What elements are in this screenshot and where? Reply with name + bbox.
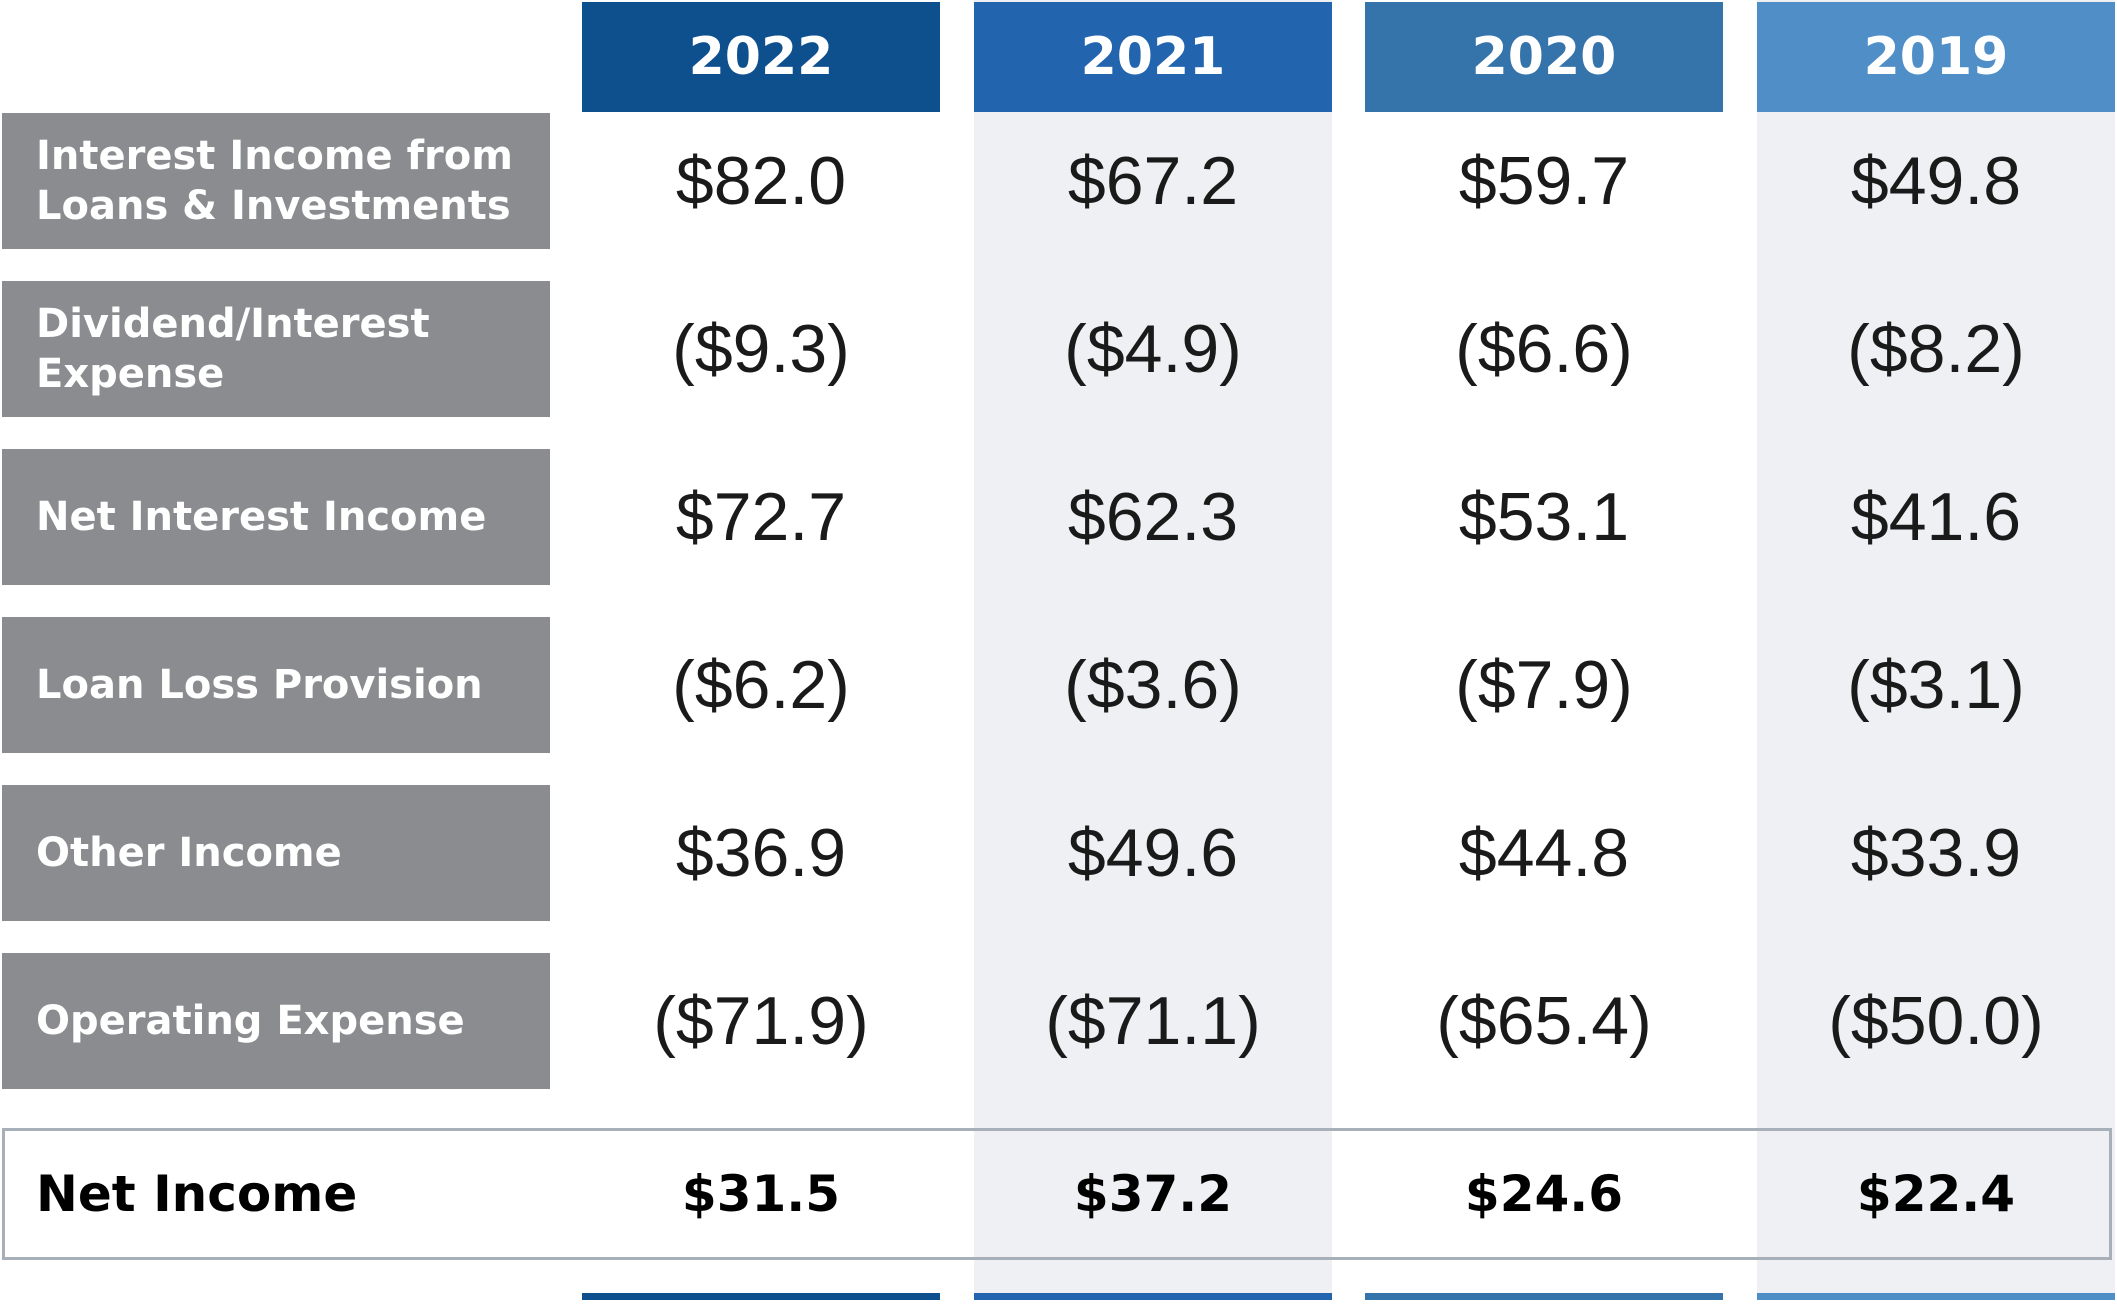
value-cell: $82.0 [675,143,847,219]
value-cell: $49.8 [1850,143,2022,219]
value-cell: $36.9 [675,815,847,891]
net-income-value: $22.4 [1856,1165,2016,1223]
value-cell: $67.2 [1067,143,1239,219]
value-cell: $53.1 [1458,479,1630,555]
value-cell: $49.6 [1067,815,1239,891]
value-cell: ($71.1) [1045,983,1261,1059]
value-cell: $62.3 [1067,479,1239,555]
value-cell: ($71.9) [653,983,869,1059]
value-cell: ($3.1) [1847,647,2025,723]
year-header-2019: 2019 [1757,2,2115,112]
net-income-value: $37.2 [1073,1165,1233,1223]
value-cell: ($65.4) [1436,983,1652,1059]
column-background-2019 [1757,0,2115,1300]
value-cell: ($9.3) [672,311,850,387]
year-header-2022: 2022 [582,2,940,112]
net-income-value: $31.5 [681,1165,841,1223]
bottom-bar-2021 [974,1293,1332,1300]
row-label: Operating Expense [2,953,550,1089]
value-cell: $59.7 [1458,143,1630,219]
value-cell: ($7.9) [1455,647,1633,723]
year-header-2021: 2021 [974,2,1332,112]
value-cell: $72.7 [675,479,847,555]
bottom-bar-2020 [1365,1293,1723,1300]
row-label: Dividend/Interest Expense [2,281,550,417]
row-label: Loan Loss Provision [2,617,550,753]
row-label: Net Interest Income [2,449,550,585]
value-cell: $44.8 [1458,815,1630,891]
bottom-bar-2019 [1757,1293,2115,1300]
value-cell: ($3.6) [1064,647,1242,723]
value-cell: $41.6 [1850,479,2022,555]
row-label: Interest Income from Loans & Investments [2,113,550,249]
row-label: Other Income [2,785,550,921]
value-cell: $33.9 [1850,815,2022,891]
value-cell: ($50.0) [1828,983,2044,1059]
net-income-label: Net Income [36,1165,358,1223]
value-cell: ($4.9) [1064,311,1242,387]
bottom-bar-2022 [582,1293,940,1300]
year-header-2020: 2020 [1365,2,1723,112]
net-income-row [2,1128,2112,1260]
value-cell: ($8.2) [1847,311,2025,387]
column-background-2021 [974,0,1332,1300]
value-cell: ($6.2) [672,647,850,723]
net-income-value: $24.6 [1464,1165,1624,1223]
value-cell: ($6.6) [1455,311,1633,387]
